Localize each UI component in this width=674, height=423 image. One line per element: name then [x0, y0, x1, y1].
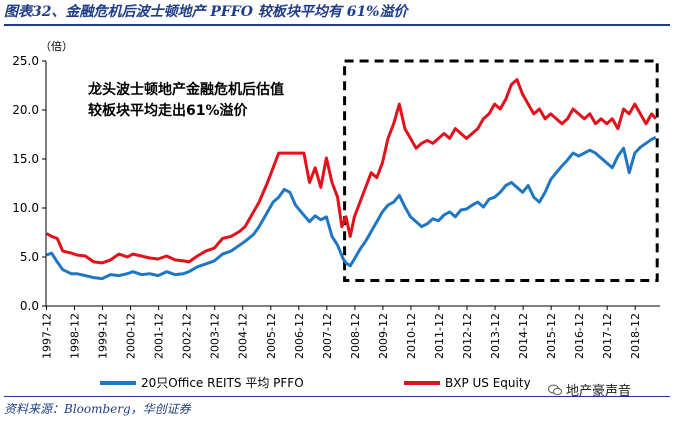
legend-label-blue: 20只Office REITS 平均 PFFO	[141, 376, 304, 390]
watermark-text: 地产豪声音	[566, 384, 632, 399]
x-tick-labels: 1997-12 1998-12 1999-12 2000-12 2001-12 2002-…	[40, 313, 642, 359]
x-tick-label: 2016-12	[573, 313, 586, 359]
y-tick-label: 25.0	[12, 54, 39, 68]
series-line-bxp	[45, 78, 657, 265]
legend-label-red: BXP US Equity	[445, 376, 531, 390]
wechat-icon	[548, 384, 562, 396]
x-tick-label: 2010-12	[405, 313, 418, 359]
x-tick-label: 2000-12	[125, 313, 138, 359]
axes	[42, 60, 660, 310]
x-tick-label: 2017-12	[601, 313, 614, 359]
x-tick-label: 2012-12	[461, 313, 474, 359]
x-tick-label: 2011-12	[433, 313, 446, 359]
annotation-line-2: 较板块平均走出61%溢价	[88, 102, 249, 119]
x-tick-label: 2003-12	[209, 313, 222, 359]
x-tick-label: 2008-12	[349, 313, 362, 359]
source-note: 资料来源：Bloomberg，华创证券	[4, 402, 191, 416]
x-tick-label: 1997-12	[40, 313, 53, 359]
x-tick-label: 1999-12	[97, 313, 110, 359]
y-tick-label: 0.0	[20, 299, 39, 313]
x-tick-label: 2015-12	[545, 313, 558, 359]
series-line-office-reits	[46, 136, 657, 281]
highlight-box	[343, 59, 659, 283]
x-tick-label: 2014-12	[517, 313, 530, 359]
footer-rule	[4, 396, 670, 397]
y-tick-label: 15.0	[12, 152, 39, 166]
x-tick-label: 2006-12	[293, 313, 306, 359]
y-unit-label: （倍）	[40, 39, 73, 53]
x-tick-label: 2013-12	[489, 313, 502, 359]
legend: 20只Office REITS 平均 PFFO BXP US Equity	[100, 376, 531, 390]
x-tick-label: 2007-12	[321, 313, 334, 359]
x-tick-label: 2001-12	[153, 313, 166, 359]
y-tick-labels: 0.0 5.0 10.0 15.0 20.0 25.0	[12, 54, 39, 313]
figure-title: 图表32、金融危机后波士顿地产 PFFO 较板块平均有 61%溢价	[4, 2, 670, 26]
y-tick-label: 5.0	[20, 250, 39, 264]
annotation-line-1: 龙头波士顿地产金融危机后估值	[87, 81, 284, 98]
series-lines	[45, 78, 657, 281]
y-tick-label: 10.0	[12, 201, 39, 215]
y-tick-label: 20.0	[12, 103, 39, 117]
x-tick-label: 2005-12	[265, 313, 278, 359]
x-tick-label: 2018-12	[629, 313, 642, 359]
x-tick-label: 2004-12	[237, 313, 250, 359]
watermark: 地产豪声音	[548, 380, 631, 399]
x-tick-label: 2009-12	[377, 313, 390, 359]
x-tick-label: 1998-12	[69, 313, 82, 359]
x-tick-label: 2002-12	[181, 313, 194, 359]
